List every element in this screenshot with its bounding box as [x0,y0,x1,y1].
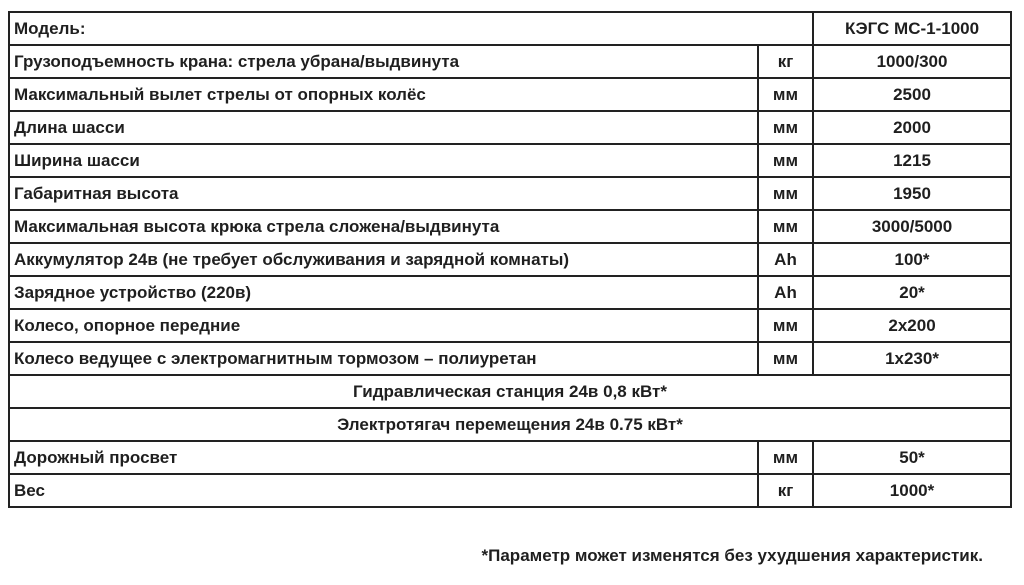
spec-value-cell: 1x230* [812,341,1013,376]
spec-label-cell: Длина шасси [8,110,759,145]
table-row: Зарядное устройство (220в) Ah 20* [8,275,1013,310]
spec-value-cell: 100* [812,242,1013,277]
table-row: Колесо ведущее с электромагнитным тормоз… [8,341,1013,376]
spec-value-cell: 50* [812,440,1013,475]
spec-unit-cell: мм [756,341,815,376]
table-row: Колесо, опорное передние мм 2x200 [8,308,1013,343]
spec-unit-cell: кг [756,473,815,508]
model-value-cell: КЭГС МС-1-1000 [812,11,1013,46]
spec-label-cell: Максимальный вылет стрелы от опорных кол… [8,77,759,112]
spec-label-cell: Грузоподъемность крана: стрела убрана/вы… [8,44,759,79]
spec-label-cell: Ширина шасси [8,143,759,178]
spec-value-cell: 2500 [812,77,1013,112]
table-row: Вес кг 1000* [8,473,1013,508]
table-row: Ширина шасси мм 1215 [8,143,1013,178]
spec-unit-cell: мм [756,77,815,112]
spec-unit-cell: кг [756,44,815,79]
spec-unit-cell: мм [756,209,815,244]
spec-unit-cell: мм [756,143,815,178]
spec-label-cell: Габаритная высота [8,176,759,211]
footnote: *Параметр может изменятся без ухудшения … [481,546,983,565]
table-row: Дорожный просвет мм 50* [8,440,1013,475]
spec-label-cell: Колесо ведущее с электромагнитным тормоз… [8,341,759,376]
spec-unit-cell: мм [756,308,815,343]
table-row: Длина шасси мм 2000 [8,110,1013,145]
spec-value-cell: 1950 [812,176,1013,211]
spec-value-cell: 2000 [812,110,1013,145]
spec-value-cell: 1000* [812,473,1013,508]
spec-unit-cell: мм [756,176,815,211]
table-row: Грузоподъемность крана: стрела убрана/вы… [8,44,1013,79]
table-row-model: Модель: КЭГС МС-1-1000 [7,11,1013,46]
spec-label-cell: Колесо, опорное передние [8,308,759,343]
spec-value-cell: 20* [812,275,1013,310]
table-row-section: Электротягач перемещения 24в 0.75 кВт* [7,407,1013,442]
spec-value-cell: 2x200 [812,308,1013,343]
spec-unit-cell: мм [756,440,815,475]
spec-unit-cell: Ah [756,275,815,310]
spec-label-cell: Аккумулятор 24в (не требует обслуживания… [8,242,759,277]
spec-value-cell: 3000/5000 [812,209,1013,244]
table-row-section: Гидравлическая станция 24в 0,8 кВт* [7,374,1013,409]
spec-unit-cell: Ah [756,242,815,277]
table-row: Габаритная высота мм 1950 [8,176,1013,211]
spec-label-cell: Зарядное устройство (220в) [8,275,759,310]
spec-label-cell: Дорожный просвет [8,440,759,475]
table-row: Максимальный вылет стрелы от опорных кол… [8,77,1013,112]
spec-value-cell: 1215 [812,143,1013,178]
model-label-cell: Модель: [7,11,815,46]
table-row: Максимальная высота крюка стрела сложена… [8,209,1013,244]
table-row: Аккумулятор 24в (не требует обслуживания… [8,242,1013,277]
spec-unit-cell: мм [756,110,815,145]
section-span-cell: Гидравлическая станция 24в 0,8 кВт* [7,374,1013,409]
spec-table: Модель: КЭГС МС-1-1000 Грузоподъемность … [7,11,1013,508]
spec-value-cell: 1000/300 [812,44,1013,79]
spec-label-cell: Вес [8,473,759,508]
section-span-cell: Электротягач перемещения 24в 0.75 кВт* [7,407,1013,442]
spec-label-cell: Максимальная высота крюка стрела сложена… [8,209,759,244]
